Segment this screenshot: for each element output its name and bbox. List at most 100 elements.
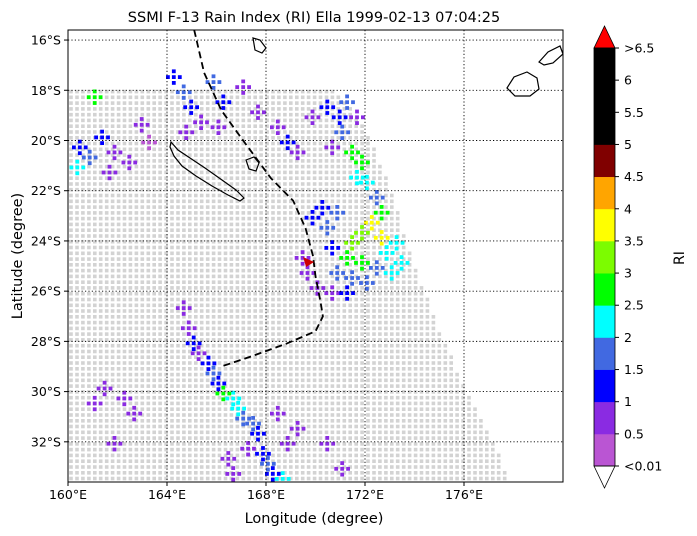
no-rain-pixel — [265, 309, 269, 313]
no-rain-pixel — [318, 349, 323, 354]
no-rain-pixel — [253, 372, 257, 377]
no-rain-pixel — [354, 187, 358, 192]
no-rain-pixel — [271, 164, 275, 169]
no-rain-pixel — [312, 211, 317, 215]
no-rain-pixel — [443, 384, 448, 388]
rain-cell — [345, 291, 349, 295]
no-rain-pixel — [283, 378, 287, 383]
rain-cell — [335, 276, 340, 281]
no-rain-pixel — [502, 471, 507, 475]
rain-cell — [107, 176, 112, 181]
no-rain-pixel — [93, 274, 97, 279]
rain-cell — [325, 99, 330, 104]
no-rain-pixel — [182, 136, 186, 140]
no-rain-pixel — [395, 332, 400, 336]
no-rain-pixel — [259, 349, 263, 354]
no-rain-pixel — [205, 222, 210, 227]
no-rain-pixel — [81, 95, 85, 100]
no-rain-pixel — [247, 136, 251, 140]
no-rain-pixel — [158, 315, 162, 319]
rain-cell — [295, 150, 300, 155]
no-rain-pixel — [348, 211, 352, 215]
no-rain-pixel — [271, 234, 275, 238]
no-rain-pixel — [128, 309, 133, 313]
rain-cell — [361, 175, 365, 180]
no-rain-pixel — [342, 378, 347, 383]
no-rain-pixel — [354, 401, 358, 406]
no-rain-pixel — [253, 136, 257, 140]
no-rain-pixel — [384, 239, 388, 244]
no-rain-pixel — [87, 136, 91, 140]
no-rain-pixel — [473, 471, 477, 475]
no-rain-pixel — [306, 199, 311, 204]
no-rain-pixel — [199, 419, 204, 423]
no-rain-pixel — [81, 465, 85, 469]
no-rain-pixel — [342, 291, 347, 296]
no-rain-pixel — [128, 424, 133, 429]
no-rain-pixel — [140, 320, 145, 325]
no-rain-pixel — [194, 95, 198, 100]
no-rain-pixel — [431, 430, 436, 435]
no-rain-pixel — [134, 286, 139, 290]
no-rain-pixel — [223, 459, 228, 463]
no-rain-pixel — [289, 147, 293, 152]
no-rain-pixel — [277, 303, 281, 308]
no-rain-pixel — [271, 286, 275, 290]
no-rain-pixel — [306, 89, 311, 94]
no-rain-pixel — [271, 101, 275, 105]
no-rain-pixel — [318, 136, 323, 140]
rain-cell — [241, 91, 246, 95]
no-rain-pixel — [170, 257, 174, 261]
no-rain-pixel — [176, 257, 180, 261]
no-rain-pixel — [455, 424, 459, 429]
no-rain-pixel — [134, 291, 139, 296]
no-rain-pixel — [164, 257, 168, 261]
no-rain-pixel — [229, 187, 234, 192]
rain-cell — [281, 411, 286, 416]
no-rain-pixel — [390, 407, 394, 411]
no-rain-pixel — [146, 419, 151, 423]
no-rain-pixel — [87, 176, 91, 180]
no-rain-pixel — [87, 332, 91, 336]
no-rain-pixel — [259, 476, 263, 481]
rain-cell — [112, 156, 117, 161]
no-rain-pixel — [75, 320, 79, 325]
no-rain-pixel — [211, 465, 216, 469]
no-rain-pixel — [223, 419, 228, 423]
no-rain-pixel — [205, 326, 210, 331]
fiji-viti-levu-coastline — [506, 71, 540, 97]
colorbar-segment — [594, 80, 615, 113]
rain-cells — [69, 69, 410, 482]
no-rain-pixel — [318, 274, 323, 279]
no-rain-pixel — [158, 326, 162, 331]
no-rain-pixel — [152, 297, 156, 302]
no-rain-pixel — [146, 413, 151, 417]
new-caledonia-coastline — [169, 140, 245, 202]
no-rain-pixel — [277, 211, 281, 215]
no-rain-pixel — [205, 286, 210, 290]
no-rain-pixel — [170, 309, 174, 313]
no-rain-pixel — [81, 407, 85, 411]
no-rain-pixel — [372, 164, 376, 169]
rain-cell — [106, 150, 111, 155]
no-rain-pixel — [229, 112, 234, 117]
no-rain-pixel — [348, 465, 352, 469]
no-rain-pixel — [128, 297, 133, 302]
no-rain-pixel — [295, 136, 299, 140]
no-rain-pixel — [116, 349, 121, 354]
no-rain-pixel — [229, 124, 234, 128]
no-rain-pixel — [289, 309, 293, 313]
no-rain-pixel — [360, 251, 364, 256]
no-rain-pixel — [407, 459, 412, 463]
no-rain-pixel — [306, 95, 311, 100]
no-rain-pixel — [342, 471, 347, 475]
no-rain-pixel — [217, 147, 222, 152]
no-rain-pixel — [295, 367, 299, 371]
no-rain-pixel — [93, 130, 97, 134]
no-rain-pixel — [419, 320, 424, 325]
no-rain-pixel — [235, 309, 240, 313]
no-rain-pixel — [330, 395, 335, 400]
no-rain-pixel — [81, 291, 85, 296]
no-rain-pixel — [289, 245, 293, 250]
no-rain-pixel — [223, 424, 228, 429]
